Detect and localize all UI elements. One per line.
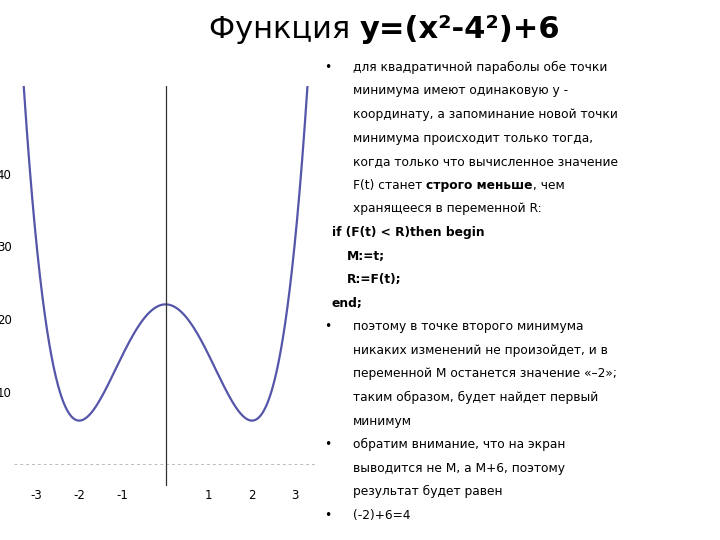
Text: когда только что вычисленное значение: когда только что вычисленное значение — [353, 155, 618, 168]
Text: строго меньше: строго меньше — [426, 179, 533, 192]
Text: •: • — [324, 509, 331, 522]
Text: хранящееся в переменной R:: хранящееся в переменной R: — [353, 202, 541, 215]
Text: таким образом, будет найдет первый: таким образом, будет найдет первый — [353, 391, 598, 404]
Text: результат будет равен: результат будет равен — [353, 485, 503, 498]
Text: выводится не М, а М+6, поэтому: выводится не М, а М+6, поэтому — [353, 462, 565, 475]
Text: минимум: минимум — [353, 415, 412, 428]
Text: M:=t;: M:=t; — [347, 249, 385, 262]
Text: end;: end; — [332, 296, 363, 309]
Text: никаких изменений не произойдет, и в: никаких изменений не произойдет, и в — [353, 344, 608, 357]
Text: , чем: , чем — [533, 179, 564, 192]
Text: R:=F(t);: R:=F(t); — [347, 273, 402, 286]
Text: y=(x²-4²)+6: y=(x²-4²)+6 — [360, 15, 561, 44]
Text: •: • — [324, 320, 331, 333]
Text: •: • — [324, 438, 331, 451]
Text: Функция: Функция — [209, 15, 360, 44]
Text: переменной M останется значение «–2»;: переменной M останется значение «–2»; — [353, 367, 617, 381]
Text: (-2)+6=4: (-2)+6=4 — [353, 509, 410, 522]
Text: минимума имеют одинаковую у -: минимума имеют одинаковую у - — [353, 84, 568, 97]
Text: минимума происходит только тогда,: минимума происходит только тогда, — [353, 132, 593, 145]
Text: •: • — [324, 61, 331, 74]
Text: поэтому в точке второго минимума: поэтому в точке второго минимума — [353, 320, 584, 333]
Text: F(t) станет: F(t) станет — [353, 179, 426, 192]
Text: координату, а запоминание новой точки: координату, а запоминание новой точки — [353, 108, 618, 121]
Text: для квадратичной параболы обе точки: для квадратичной параболы обе точки — [353, 61, 608, 74]
Text: if (F(t) < R)then begin: if (F(t) < R)then begin — [332, 226, 485, 239]
Text: обратим внимание, что на экран: обратим внимание, что на экран — [353, 438, 565, 451]
